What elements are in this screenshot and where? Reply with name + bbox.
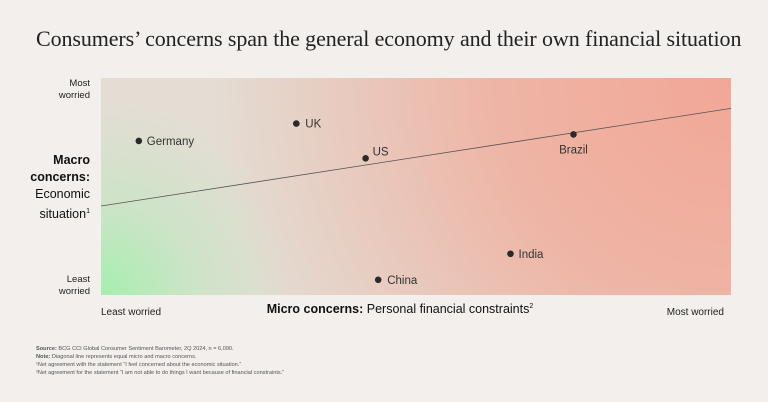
y-tick-most: Most worried xyxy=(20,78,90,102)
x-axis-label-bold: Micro concerns: xyxy=(266,302,364,316)
point-label-china: China xyxy=(387,275,418,287)
y-axis-label: Macro concerns: Economic situation1 xyxy=(6,152,90,223)
point-us xyxy=(362,154,369,162)
y-axis-label-bold: Macro concerns: xyxy=(30,153,90,184)
point-india xyxy=(507,250,514,258)
point-label-germany: Germany xyxy=(147,136,195,148)
y-tick-most-line1: Most xyxy=(69,78,90,89)
footer-note-text: Diagonal line represents equal micro and… xyxy=(51,354,197,360)
y-tick-least-line1: Least xyxy=(66,274,90,285)
equal-concern-line xyxy=(100,107,732,207)
footer-source: Source: BCG CCI Global Consumer Sentimen… xyxy=(36,345,736,353)
x-tick-least: Least worried xyxy=(101,307,162,318)
point-germany xyxy=(135,137,143,145)
point-china xyxy=(374,276,382,284)
x-axis-label-text: Personal financial constraints xyxy=(366,302,530,316)
y-tick-most-line2: worried xyxy=(58,90,90,101)
point-label-us: US xyxy=(373,146,389,158)
x-axis-label-sup: 2 xyxy=(529,302,534,310)
x-tick-most: Most worried xyxy=(666,307,724,318)
point-label-uk: UK xyxy=(305,119,321,131)
x-axis-label: Micro concerns: Personal financial const… xyxy=(230,302,570,316)
footer-footnote-1: ¹Net agreement with the statement “I fee… xyxy=(36,362,242,368)
y-axis-label-text: Economic situation xyxy=(35,187,90,222)
point-brazil xyxy=(570,131,577,138)
point-label-brazil: Brazil xyxy=(559,144,588,156)
point-label-india: India xyxy=(519,249,545,261)
chart-title: Consumers’ concerns span the general eco… xyxy=(36,26,742,51)
y-axis-label-sup: 1 xyxy=(86,208,90,215)
footer-footnote-2: ²Net agreement for the statement “I am n… xyxy=(36,370,285,376)
y-tick-least: Least worried xyxy=(20,274,90,298)
chart-footer: Source: BCG CCI Global Consumer Sentimen… xyxy=(36,345,736,377)
footer-source-label: Source: xyxy=(36,346,57,352)
y-tick-least-line2: worried xyxy=(58,286,90,297)
footer-note-label: Note: xyxy=(36,354,51,360)
plot-cool-overlay xyxy=(101,78,731,295)
footer-note: Note: Diagonal line represents equal mic… xyxy=(36,353,736,361)
point-uk xyxy=(293,120,300,127)
data-points: Germany UK US Brazil India China xyxy=(135,119,588,287)
footer-source-text: BCG CCI Global Consumer Sentiment Barome… xyxy=(58,346,234,352)
